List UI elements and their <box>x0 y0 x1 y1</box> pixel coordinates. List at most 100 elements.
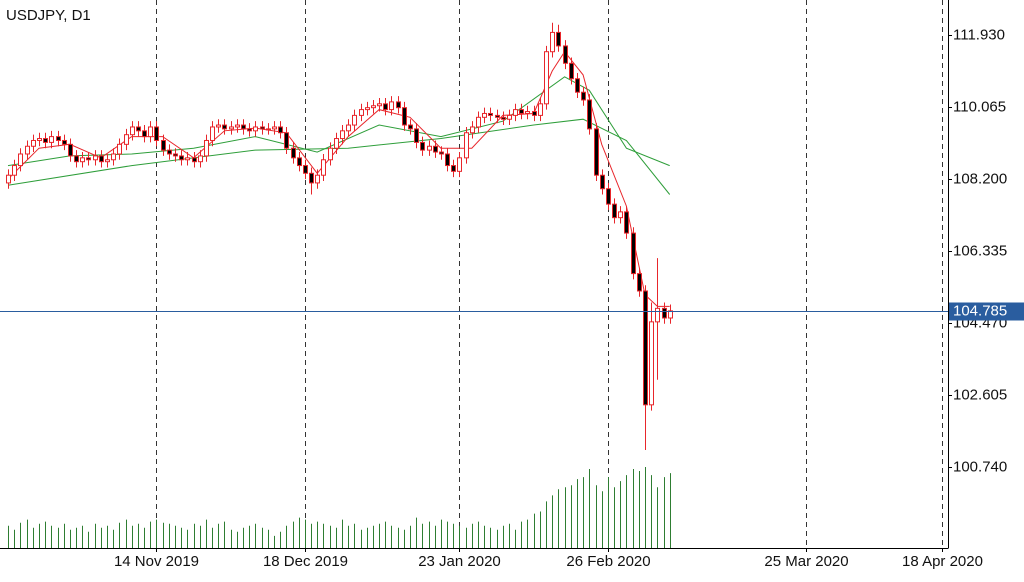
candle-body <box>637 273 642 292</box>
candle-body <box>315 174 320 184</box>
moving-average-line <box>7 76 670 167</box>
candle-body <box>284 132 289 149</box>
candle-body <box>321 159 326 176</box>
candle-body <box>383 103 388 111</box>
x-tick-label: 23 Jan 2020 <box>418 553 501 570</box>
price-label-box <box>949 302 1024 321</box>
candle-body <box>655 307 660 323</box>
candle-body <box>222 124 227 130</box>
candle-body <box>470 126 475 134</box>
candle-body <box>482 112 487 118</box>
candle-body <box>105 159 110 163</box>
candle-body <box>612 203 617 219</box>
y-tick-label: 102.605 <box>953 386 1007 403</box>
candle-body <box>148 126 153 138</box>
candle-body <box>272 126 277 130</box>
candle-body <box>241 124 246 130</box>
candle-body <box>575 78 580 93</box>
candle-body <box>291 147 296 159</box>
y-tick-label: 111.930 <box>953 26 1005 43</box>
candle-body <box>556 31 561 47</box>
candle-body <box>167 149 172 155</box>
candle-body <box>49 136 54 143</box>
candle-body <box>365 107 370 111</box>
candle-body <box>402 107 407 126</box>
candle-body <box>451 165 456 172</box>
candle-body <box>340 130 345 140</box>
candle-body <box>235 124 240 128</box>
candle-body <box>136 126 141 132</box>
x-tick-label: 18 Apr 2020 <box>902 553 983 570</box>
x-tick-label: 26 Feb 2020 <box>566 553 650 570</box>
candle-body <box>563 45 568 64</box>
candle-body <box>513 109 518 116</box>
candle-body <box>488 112 493 116</box>
candle-body <box>414 128 419 143</box>
candle-body <box>519 109 524 114</box>
chart-title: USDJPY, D1 <box>6 7 91 24</box>
candle-body <box>37 138 42 141</box>
candle-body <box>12 165 17 176</box>
candle-body <box>6 174 11 184</box>
candle-body <box>99 155 104 163</box>
candle-body <box>185 157 190 161</box>
candle-body <box>25 145 30 155</box>
candle-body <box>352 114 357 126</box>
candle-body <box>154 126 159 141</box>
candle-body <box>18 153 23 167</box>
candle-body <box>229 126 234 130</box>
candle-body <box>371 105 376 109</box>
candle-body <box>198 155 203 163</box>
candle-body <box>93 155 98 161</box>
candle-body <box>439 151 444 155</box>
candle-body <box>649 321 654 406</box>
candle-body <box>56 136 61 141</box>
candle-body <box>501 116 506 120</box>
candle-body <box>260 126 265 130</box>
candle-body <box>445 153 450 167</box>
candle-body <box>581 91 586 101</box>
y-tick-label: 108.200 <box>953 170 1007 187</box>
candle-body <box>43 138 48 143</box>
candle-body <box>31 139 36 147</box>
candle-body <box>606 188 611 205</box>
candle-body <box>618 211 623 219</box>
candle-body <box>464 132 469 159</box>
candle-body <box>204 139 209 157</box>
candle-body <box>662 307 667 319</box>
candle-body <box>631 232 636 275</box>
candle-body <box>303 165 308 174</box>
candle-body <box>142 130 147 138</box>
candle-body <box>68 143 73 157</box>
candle-body <box>334 138 339 149</box>
candle-body <box>668 310 673 319</box>
candle-body <box>476 116 481 128</box>
candle-body <box>457 157 462 172</box>
y-tick-label: 106.335 <box>953 242 1007 259</box>
candle-body <box>525 111 530 114</box>
price-label: 104.785 <box>953 302 1007 319</box>
candle-body <box>346 124 351 132</box>
candle-body <box>130 126 135 136</box>
candle-body <box>433 145 438 153</box>
candle-body <box>538 103 543 116</box>
candle-body <box>594 128 599 176</box>
candle-body <box>420 141 425 151</box>
candle-body <box>179 155 184 161</box>
candle-body <box>408 124 413 130</box>
candle-body <box>161 139 166 151</box>
candle-body <box>550 31 555 53</box>
candle-body <box>532 111 537 116</box>
x-tick-label: 14 Nov 2019 <box>114 553 199 570</box>
candle-body <box>192 157 197 163</box>
candle-body <box>389 101 394 111</box>
plot-area <box>0 0 948 548</box>
candle-body <box>216 124 221 128</box>
moving-average-line <box>7 118 671 195</box>
candle-body <box>86 157 91 161</box>
candle-body <box>278 126 283 134</box>
candle-body <box>309 172 314 184</box>
x-tick-label: 25 Mar 2020 <box>764 553 848 570</box>
candle-body <box>111 153 116 161</box>
